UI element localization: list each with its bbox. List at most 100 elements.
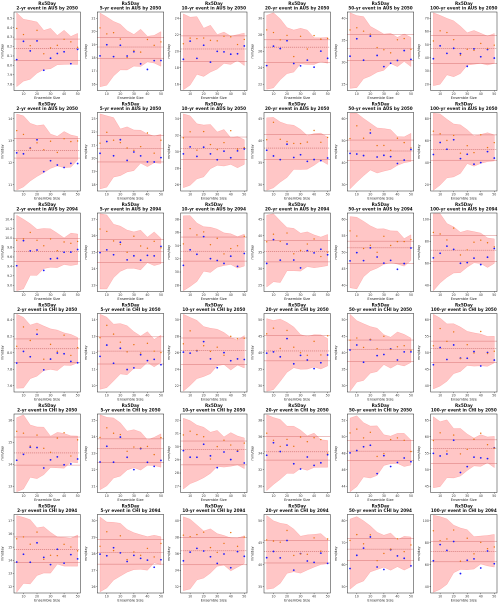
y-tick-label: 50 bbox=[341, 250, 345, 254]
y-tick-label: 8.5 bbox=[7, 16, 12, 20]
data-point-blue bbox=[369, 246, 372, 249]
data-point-orange bbox=[432, 231, 435, 234]
data-point-blue bbox=[63, 463, 65, 466]
data-point-blue bbox=[189, 248, 192, 251]
data-point-blue bbox=[196, 155, 198, 158]
axes-frame bbox=[430, 514, 498, 594]
data-point-blue bbox=[349, 349, 351, 351]
x-axis-label: Ensemble Size bbox=[367, 498, 394, 502]
data-point-blue bbox=[362, 154, 365, 157]
x-tick-label: 30 bbox=[49, 293, 53, 297]
y-tick-label: 44 bbox=[341, 484, 345, 488]
y-tick-label: 28 bbox=[175, 283, 179, 287]
y-tick-label: 70 bbox=[341, 541, 345, 545]
x-tick-label: 10 bbox=[355, 293, 359, 297]
y-tick-label: 22 bbox=[258, 82, 262, 86]
data-point-orange bbox=[106, 324, 108, 327]
data-point-blue bbox=[432, 559, 435, 562]
data-point-blue bbox=[473, 350, 475, 353]
y-tick-label: 10.0 bbox=[5, 236, 12, 240]
y-tick-label: 28 bbox=[175, 166, 179, 170]
data-point-orange bbox=[76, 347, 79, 349]
data-point-orange bbox=[473, 241, 475, 243]
data-point-blue bbox=[272, 238, 275, 241]
data-point-blue bbox=[432, 452, 435, 455]
data-point-orange bbox=[376, 144, 378, 147]
data-point-blue bbox=[182, 58, 185, 61]
data-point-orange bbox=[196, 149, 198, 151]
x-tick-label: 50 bbox=[409, 92, 413, 96]
y-tick-label: 9.0 bbox=[7, 283, 12, 287]
data-point-orange bbox=[369, 129, 372, 131]
x-tick-label: 10 bbox=[188, 92, 192, 96]
data-point-blue bbox=[42, 467, 45, 469]
data-point-orange bbox=[376, 251, 378, 253]
data-point-orange bbox=[266, 333, 268, 335]
y-tick-label: 40 bbox=[425, 585, 429, 589]
uncertainty-band bbox=[266, 414, 328, 491]
data-point-orange bbox=[133, 235, 135, 237]
y-axis-label: mm/day bbox=[1, 344, 5, 360]
data-point-orange bbox=[112, 139, 115, 141]
data-point-blue bbox=[146, 68, 149, 71]
data-point-orange bbox=[326, 452, 329, 454]
x-tick-label: 50 bbox=[326, 92, 330, 96]
data-point-blue bbox=[99, 355, 101, 358]
data-point-blue bbox=[265, 352, 268, 354]
x-tick-label: 10 bbox=[438, 494, 442, 498]
data-point-orange bbox=[306, 354, 309, 357]
data-point-orange bbox=[480, 330, 482, 333]
y-tick-label: 34 bbox=[175, 244, 179, 248]
data-point-orange bbox=[403, 550, 405, 553]
uncertainty-band bbox=[183, 516, 245, 591]
x-tick-label: 20 bbox=[35, 594, 39, 598]
data-point-orange bbox=[126, 558, 128, 561]
uncertainty-band bbox=[16, 414, 78, 492]
y-axis-label: mm/day bbox=[334, 143, 338, 159]
data-point-orange bbox=[189, 227, 191, 230]
panel-title-line1: Rx5Day bbox=[455, 101, 473, 106]
panel-title-line1: Rx5Day bbox=[372, 503, 390, 508]
data-point-blue bbox=[209, 61, 212, 64]
data-point-orange bbox=[49, 451, 52, 453]
data-point-orange bbox=[153, 44, 155, 47]
y-tick-label: 45 bbox=[258, 541, 262, 545]
data-point-blue bbox=[209, 257, 212, 260]
data-point-blue bbox=[236, 150, 239, 152]
uncertainty-band bbox=[433, 416, 495, 488]
data-point-blue bbox=[459, 572, 462, 575]
data-point-blue bbox=[396, 555, 399, 557]
data-point-blue bbox=[216, 466, 219, 469]
data-point-blue bbox=[223, 50, 225, 53]
data-point-orange bbox=[362, 247, 365, 250]
uncertainty-band bbox=[183, 13, 245, 91]
data-point-orange bbox=[133, 49, 135, 52]
data-point-orange bbox=[369, 534, 372, 536]
panel-title-line1: Rx5Day bbox=[455, 1, 473, 6]
data-point-orange bbox=[76, 550, 79, 552]
y-tick-label: 16 bbox=[8, 532, 12, 536]
data-point-blue bbox=[209, 454, 212, 457]
data-point-blue bbox=[479, 263, 482, 266]
y-tick-label: 8.4 bbox=[7, 318, 12, 322]
data-point-orange bbox=[22, 536, 25, 538]
y-tick-label: 50 bbox=[258, 519, 262, 523]
y-tick-label: 60 bbox=[341, 563, 345, 567]
x-tick-label: 50 bbox=[409, 393, 413, 397]
data-point-orange bbox=[396, 437, 399, 439]
data-point-orange bbox=[383, 49, 385, 51]
x-tick-label: 10 bbox=[438, 92, 442, 96]
data-point-orange bbox=[43, 149, 45, 151]
x-tick-label: 50 bbox=[76, 494, 80, 498]
data-point-orange bbox=[29, 445, 31, 447]
data-point-orange bbox=[486, 352, 489, 355]
panel-title-line1: Rx5Day bbox=[38, 302, 56, 307]
data-point-blue bbox=[403, 49, 406, 52]
panel-title-line1: Rx5Day bbox=[455, 403, 473, 408]
data-point-orange bbox=[299, 35, 302, 38]
data-point-orange bbox=[160, 436, 162, 439]
data-point-orange bbox=[230, 247, 232, 250]
data-point-orange bbox=[446, 31, 448, 34]
y-tick-label: 22 bbox=[175, 384, 179, 388]
x-tick-label: 40 bbox=[145, 92, 149, 96]
